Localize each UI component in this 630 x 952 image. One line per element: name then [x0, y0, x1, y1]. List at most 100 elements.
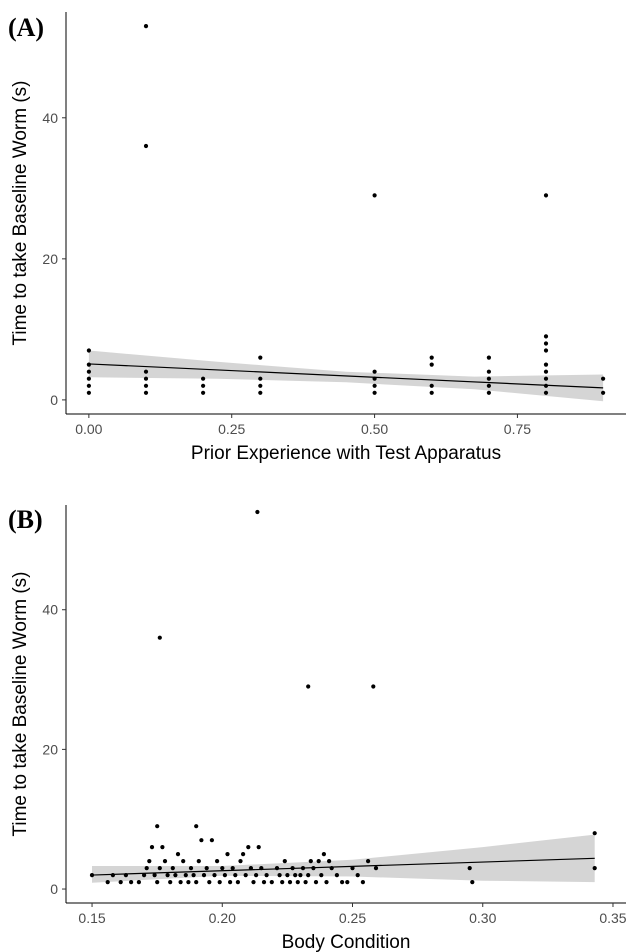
- data-point: [201, 390, 206, 395]
- data-point: [543, 369, 549, 374]
- data-point: [105, 880, 110, 885]
- data-point: [183, 873, 188, 878]
- x-tick-label: 0.75: [504, 421, 531, 437]
- data-point: [157, 866, 162, 871]
- data-point: [136, 880, 141, 885]
- data-point: [170, 866, 175, 871]
- data-point: [168, 880, 173, 885]
- data-point: [334, 873, 339, 878]
- data-point: [319, 873, 324, 878]
- data-point: [470, 880, 475, 885]
- data-point: [373, 866, 379, 871]
- data-point: [372, 383, 377, 388]
- data-point: [372, 390, 377, 395]
- data-point: [601, 376, 606, 381]
- regression-line: [88, 363, 604, 389]
- data-point: [350, 866, 355, 871]
- data-point: [162, 859, 168, 864]
- data-point: [258, 383, 263, 388]
- data-point: [207, 880, 212, 885]
- data-point: [209, 838, 214, 843]
- data-point: [300, 866, 306, 871]
- data-point: [181, 859, 186, 864]
- data-point: [212, 873, 217, 878]
- data-point: [543, 362, 549, 367]
- data-point: [188, 866, 194, 871]
- data-point: [543, 334, 549, 339]
- x-tick-label: 0.30: [469, 910, 496, 926]
- data-point: [313, 880, 319, 885]
- data-point: [429, 362, 434, 367]
- data-point: [601, 390, 606, 395]
- data-point: [217, 880, 222, 885]
- data-point: [311, 866, 316, 871]
- panel-a: (A) Time to take Baseline Worm (s) Prior…: [8, 12, 626, 464]
- data-point: [355, 873, 360, 878]
- data-point: [201, 873, 207, 878]
- data-point: [110, 873, 115, 878]
- data-point: [196, 859, 201, 864]
- data-point: [251, 880, 256, 885]
- data-point: [340, 880, 345, 885]
- data-point: [86, 348, 91, 353]
- data-point: [86, 376, 91, 381]
- data-point: [486, 355, 491, 360]
- data-point: [191, 873, 196, 878]
- data-point: [327, 859, 332, 864]
- data-point: [238, 859, 243, 864]
- data-point: [152, 873, 157, 878]
- y-axis-title: Time to take Baseline Worm (s): [10, 571, 31, 836]
- data-point: [118, 880, 123, 885]
- data-point: [324, 880, 329, 885]
- data-point: [306, 684, 311, 689]
- data-point: [204, 866, 209, 871]
- data-point: [243, 873, 248, 878]
- data-point: [287, 880, 293, 885]
- data-point: [228, 880, 233, 885]
- data-point: [372, 376, 377, 381]
- data-point: [147, 859, 152, 864]
- data-point: [235, 880, 240, 885]
- data-point: [258, 390, 263, 395]
- panel-label: (A): [8, 13, 44, 42]
- data-point: [543, 341, 549, 346]
- data-point: [155, 824, 160, 829]
- data-point: [298, 873, 303, 878]
- data-point: [303, 880, 308, 885]
- data-point: [157, 635, 162, 640]
- panel-label: (B): [8, 505, 43, 534]
- data-point: [194, 824, 199, 829]
- data-point: [225, 852, 230, 857]
- data-point: [160, 845, 165, 850]
- data-point: [429, 355, 434, 360]
- data-point: [143, 369, 149, 374]
- data-point: [261, 880, 267, 885]
- data-point: [155, 880, 160, 885]
- data-point: [222, 873, 227, 878]
- data-point: [486, 390, 491, 395]
- y-tick-label: 20: [42, 741, 58, 757]
- data-point: [246, 845, 251, 850]
- data-point: [429, 390, 434, 395]
- data-point: [143, 24, 149, 29]
- data-point: [254, 873, 259, 878]
- x-tick-label: 0.20: [209, 910, 236, 926]
- data-point: [290, 866, 295, 871]
- data-point: [274, 866, 280, 871]
- data-point: [86, 362, 91, 367]
- data-point: [144, 866, 149, 871]
- x-tick-label: 0.25: [218, 421, 245, 437]
- data-point: [165, 873, 170, 878]
- data-point: [264, 873, 269, 878]
- x-tick-label: 0.50: [361, 421, 388, 437]
- data-point: [186, 880, 191, 885]
- y-tick-label: 0: [50, 881, 58, 897]
- data-point: [277, 873, 282, 878]
- data-point: [89, 873, 95, 878]
- data-point: [486, 369, 491, 374]
- data-point: [194, 880, 199, 885]
- x-tick-label: 0.25: [339, 910, 366, 926]
- data-point: [255, 509, 260, 515]
- data-point: [143, 383, 149, 388]
